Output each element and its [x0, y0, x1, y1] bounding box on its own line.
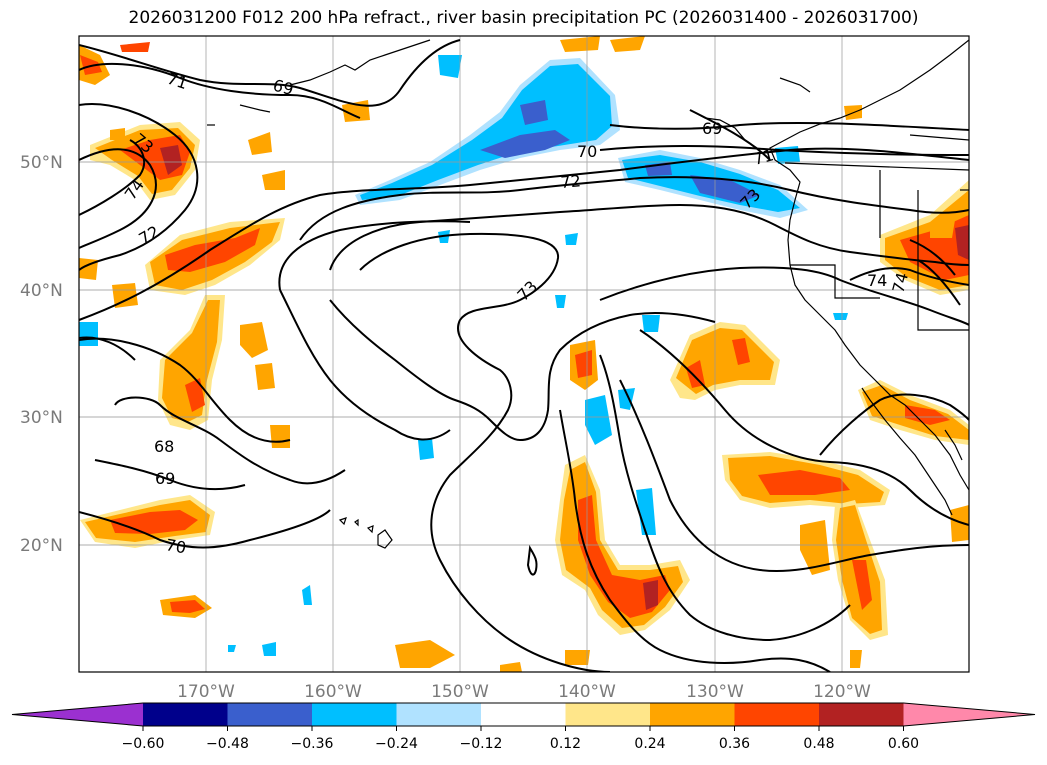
colorbar-tick-label: 0.12	[550, 736, 581, 752]
contour-line	[619, 379, 969, 572]
contour-line	[299, 176, 969, 241]
lon-label: 120°W	[813, 682, 871, 702]
contour-label: 69	[271, 76, 296, 100]
colorbar-segment	[481, 703, 566, 726]
lat-label: 20°N	[20, 536, 63, 556]
colorbar-tick-label: 0.36	[719, 736, 750, 752]
lat-label: 50°N	[20, 153, 63, 173]
contour-line	[917, 259, 961, 306]
contour-label: 74	[867, 271, 887, 290]
baja-coastline	[861, 387, 953, 516]
contour-line	[909, 239, 956, 276]
contour-line	[559, 409, 831, 672]
contour-line	[79, 39, 461, 107]
contour-label: 68	[154, 437, 174, 456]
colorbar-extend-min	[12, 703, 143, 726]
chart-title: 2026031200 F012 200 hPa refract., river …	[128, 8, 919, 28]
colorbar-segment	[396, 703, 482, 726]
colorbar-segment	[734, 703, 820, 726]
contour-label: 70	[164, 535, 187, 557]
lon-label: 140°W	[558, 682, 616, 702]
contour-label: 72	[560, 171, 582, 192]
north-america-coastline	[769, 39, 969, 491]
colorbar-extend-max	[903, 703, 1035, 726]
contour-line	[329, 299, 716, 442]
colorbar-tick-label: −0.12	[460, 736, 503, 752]
colorbar-segment	[143, 703, 228, 726]
colorbar-segment	[227, 703, 313, 726]
contour-line	[79, 139, 146, 216]
contour-line	[79, 337, 291, 443]
contour-line	[849, 267, 969, 286]
contour-line	[359, 232, 611, 672]
colorbar-tick-label: 0.24	[634, 736, 665, 752]
hawaii-island	[377, 529, 393, 549]
contour-line	[79, 62, 361, 119]
contour-line	[79, 509, 331, 549]
precipitation-field	[79, 36, 969, 672]
contour-label: 70	[577, 142, 597, 161]
contour-label: 74	[889, 270, 913, 295]
latitude-labels: 50°N 40°N 30°N 20°N	[20, 153, 63, 556]
lat-label: 40°N	[20, 281, 63, 301]
refractivity-contours	[79, 39, 969, 672]
colorbar-tick-label: 0.60	[888, 736, 919, 752]
colorbar-tick-label: −0.48	[206, 736, 249, 752]
contour-line	[599, 266, 969, 326]
colorbar-segment	[650, 703, 735, 726]
contour-line	[609, 121, 969, 131]
contour-line	[114, 396, 346, 485]
longitude-labels: 170°W 160°W 150°W 140°W 130°W 120°W	[177, 682, 871, 702]
contour-line	[278, 220, 471, 291]
colorbar-tick-label: −0.60	[122, 736, 165, 752]
map-frame	[78, 35, 970, 673]
colorbar-tick-label: 0.48	[803, 736, 834, 752]
colorbar-segment	[819, 703, 904, 726]
contour-line	[79, 148, 157, 249]
contour-line	[94, 459, 246, 491]
contour-line	[526, 544, 538, 576]
colorbar-segment	[565, 703, 651, 726]
contour-line	[599, 144, 969, 156]
contour-label: 69	[702, 119, 722, 138]
alaska-coastline	[289, 39, 431, 86]
contour-line	[599, 354, 851, 642]
contour-line	[639, 329, 969, 526]
colorbar: −0.60 −0.48 −0.36 −0.24 −0.12 0.12 0.24 0.36 0.4…	[11, 702, 1036, 752]
contour-line	[79, 103, 199, 271]
colorbar-tick-label: −0.24	[375, 736, 418, 752]
contour-line	[819, 393, 969, 456]
contour-line	[279, 289, 451, 441]
contour-line	[79, 336, 136, 361]
lon-label: 170°W	[177, 682, 235, 702]
lon-label: 130°W	[686, 682, 744, 702]
colorbar-tick-label: −0.36	[291, 736, 334, 752]
lon-label: 160°W	[304, 682, 362, 702]
contour-label: 71	[751, 145, 776, 169]
colorbar-segment	[312, 703, 397, 726]
contour-line	[689, 109, 771, 161]
contour-label: 69	[155, 469, 175, 488]
lat-label: 30°N	[20, 408, 63, 428]
lon-label: 150°W	[431, 682, 489, 702]
